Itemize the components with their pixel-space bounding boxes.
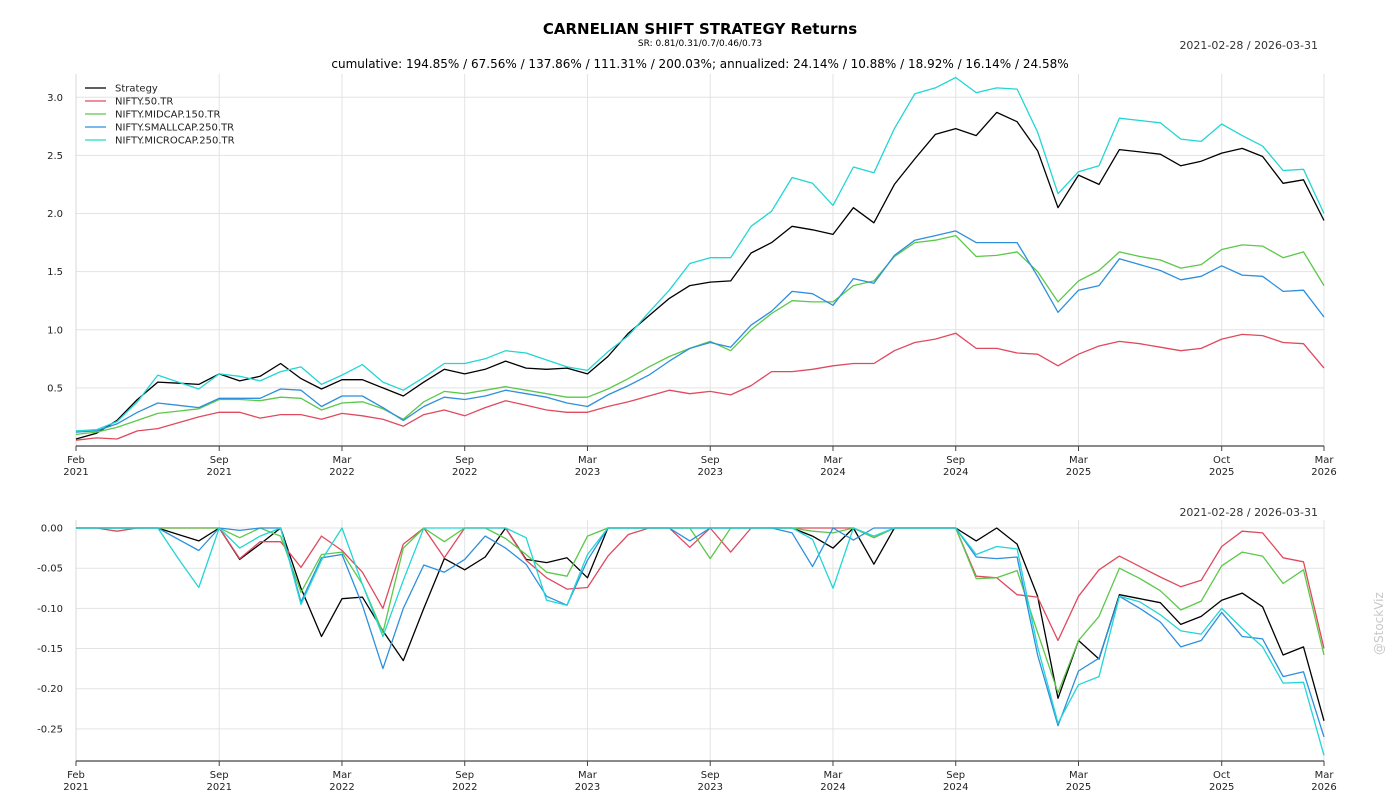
return-stats: cumulative: 194.85% / 67.56% / 137.86% /… [331,57,1069,71]
returns-x-tick-label: Sep [210,455,229,466]
drawdown-y-tick-label: -0.15 [37,644,63,655]
returns-x-tick-year: 2023 [575,467,600,478]
drawdown-x-tick-label: Mar [333,770,353,781]
returns-x-tick-year: 2025 [1209,467,1234,478]
returns-x-tick-year: 2022 [452,467,477,478]
returns-x-tick-label: Oct [1213,455,1230,466]
returns-y-tick-label: 3.0 [47,93,63,104]
returns-series-line-2 [75,234,1325,436]
legend-label-2: NIFTY.MIDCAP.150.TR [115,110,221,121]
drawdown-y-tick-label: -0.05 [37,564,63,575]
drawdown-y-tick-label: -0.20 [37,684,63,695]
returns-x-tick-year: 2021 [63,467,88,478]
drawdown-series-line-1 [76,527,1325,649]
returns-series-line-3 [75,230,1325,433]
returns-series-line-4 [75,76,1325,432]
drawdown-x-tick-year: 2025 [1066,782,1091,793]
returns-x-tick-label: Mar [824,455,844,466]
returns-y-tick-label: 2.0 [47,209,63,220]
returns-series-line-0 [75,111,1325,440]
legend-label-4: NIFTY.MICROCAP.250.TR [115,136,235,147]
drawdown-x-tick-year: 2024 [943,782,968,793]
returns-panel: 0.51.01.52.02.53.0Feb2021Sep2021Mar2022S… [47,74,1337,478]
returns-x-tick-year: 2022 [329,467,354,478]
drawdown-x-tick-label: Mar [824,770,844,781]
returns-y-tick-label: 1.5 [47,267,63,278]
returns-y-tick-label: 2.5 [47,151,63,162]
drawdown-x-tick-year: 2022 [452,782,477,793]
drawdown-x-tick-label: Mar [1069,770,1089,781]
drawdown-x-tick-label: Mar [578,770,598,781]
returns-x-tick-label: Sep [455,455,474,466]
drawdown-x-tick-label: Feb [67,770,85,781]
returns-x-tick-year: 2024 [820,467,845,478]
drawdown-series-line-3 [76,527,1325,738]
returns-series-line-1 [75,332,1325,441]
drawdown-x-tick-year: 2021 [206,782,231,793]
drawdown-panel: 0.00-0.05-0.10-0.15-0.20-0.25Feb2021Sep2… [37,520,1337,793]
drawdown-series-line-2 [76,527,1325,694]
returns-x-tick-label: Mar [1315,455,1335,466]
drawdown-x-tick-year: 2025 [1209,782,1234,793]
legend-label-0: Strategy [115,84,158,95]
legend-label-3: NIFTY.SMALLCAP.250.TR [115,123,234,134]
drawdown-x-tick-label: Sep [946,770,965,781]
chart-title: CARNELIAN SHIFT STRATEGY Returns [542,20,858,38]
drawdown-x-tick-year: 2022 [329,782,354,793]
returns-y-tick-label: 0.5 [47,383,63,394]
returns-x-tick-label: Feb [67,455,85,466]
returns-x-tick-year: 2021 [206,467,231,478]
drawdown-x-tick-label: Mar [1315,770,1335,781]
drawdown-series-line-4 [76,527,1325,756]
drawdown-date-range: 2021-02-28 / 2026-03-31 [1179,506,1318,519]
drawdown-x-tick-year: 2024 [820,782,845,793]
sharpe-ratios: SR: 0.81/0.31/0.7/0.46/0.73 [637,39,763,49]
legend-label-1: NIFTY.50.TR [115,97,173,108]
returns-x-tick-label: Mar [1069,455,1089,466]
drawdown-x-tick-year: 2026 [1311,782,1336,793]
drawdown-series-line-0 [76,527,1325,721]
returns-x-tick-year: 2024 [943,467,968,478]
drawdown-x-tick-year: 2023 [575,782,600,793]
date-range: 2021-02-28 / 2026-03-31 [1179,39,1318,52]
drawdown-x-tick-label: Sep [701,770,720,781]
drawdown-y-tick-label: -0.10 [37,604,63,615]
drawdown-x-tick-year: 2023 [698,782,723,793]
returns-y-tick-label: 1.0 [47,325,63,336]
returns-x-tick-year: 2023 [698,467,723,478]
drawdown-x-tick-year: 2021 [63,782,88,793]
returns-x-tick-label: Mar [333,455,353,466]
drawdown-y-tick-label: -0.25 [37,724,63,735]
drawdown-x-tick-label: Sep [210,770,229,781]
returns-x-tick-year: 2026 [1311,467,1336,478]
returns-x-tick-label: Mar [578,455,598,466]
returns-x-tick-label: Sep [701,455,720,466]
returns-x-tick-label: Sep [946,455,965,466]
drawdown-x-tick-label: Oct [1213,770,1230,781]
drawdown-x-tick-label: Sep [455,770,474,781]
drawdown-y-tick-label: 0.00 [41,524,63,535]
returns-x-tick-year: 2025 [1066,467,1091,478]
